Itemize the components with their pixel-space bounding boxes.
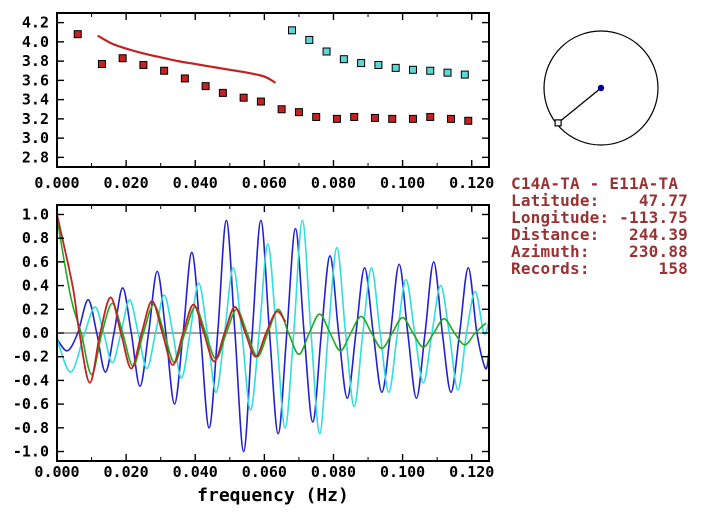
plot-frame [56, 12, 490, 168]
marker-red-dispersion-points [201, 82, 210, 91]
series-red-trace [56, 213, 286, 384]
x-tick-label: 0.000 [34, 174, 79, 192]
y-tick-label: 4.0 [22, 33, 49, 51]
marker-red-dispersion-points [294, 108, 303, 117]
y-tick-label: 3.0 [22, 129, 49, 147]
y-tick-label: 0.6 [22, 253, 49, 271]
marker-red-dispersion-points [312, 112, 321, 121]
series-blue-trace [56, 219, 490, 453]
marker-cyan-dispersion-points [391, 63, 400, 72]
x-tick-label: 0.060 [242, 174, 287, 192]
marker-red-dispersion-points [73, 30, 82, 39]
marker-cyan-dispersion-points [339, 55, 348, 64]
y-tick-label: 0.4 [22, 277, 49, 295]
dial-circle [543, 30, 659, 146]
marker-cyan-dispersion-points [322, 47, 331, 56]
marker-red-dispersion-points [180, 74, 189, 83]
series-cyan-trace [56, 219, 490, 435]
y-tick-label: 3.4 [22, 91, 49, 109]
y-tick-label: 0.8 [22, 229, 49, 247]
x-tick-label: 0.000 [34, 463, 79, 481]
y-tick-label: 0.2 [22, 300, 49, 318]
records-line: Records: 158 [511, 259, 688, 278]
marker-cyan-dispersion-points [460, 70, 469, 79]
marker-red-dispersion-points [118, 54, 127, 63]
marker-red-dispersion-points [408, 114, 417, 123]
marker-cyan-dispersion-points [305, 35, 314, 44]
x-tick-label: 0.060 [242, 463, 287, 481]
x-tick-label: 0.120 [449, 463, 494, 481]
marker-red-dispersion-points [139, 60, 148, 69]
y-tick-label: -0.4 [13, 371, 49, 389]
series-red-reference-curve [97, 35, 276, 84]
x-tick-label: 0.020 [104, 174, 149, 192]
marker-red-dispersion-points [388, 114, 397, 123]
marker-red-dispersion-points [97, 60, 106, 69]
y-tick-label: 1.0 [22, 205, 49, 223]
marker-cyan-dispersion-points [288, 26, 297, 35]
marker-cyan-dispersion-points [357, 59, 366, 68]
y-tick-label: 2.8 [22, 148, 49, 166]
azimuth-line: Azimuth: 230.88 [511, 242, 688, 261]
x-tick-label: 0.080 [311, 463, 356, 481]
distance-line: Distance: 244.39 [511, 225, 688, 244]
station-pair-info: C14A-TA - E11A-TA Latitude: 47.77 Longit… [511, 175, 688, 277]
dial-center-dot [597, 84, 605, 92]
marker-cyan-dispersion-points [408, 65, 417, 74]
x-tick-label: 0.120 [449, 174, 494, 192]
y-tick-label: 0.0 [22, 324, 49, 342]
marker-red-dispersion-points [239, 93, 248, 102]
x-tick-label: 0.040 [173, 463, 218, 481]
y-tick-label: 3.2 [22, 110, 49, 128]
x-tick-label: 0.100 [380, 463, 425, 481]
x-tick-label: 0.020 [104, 463, 149, 481]
marker-red-dispersion-points [370, 113, 379, 122]
x-tick-label: 0.080 [311, 174, 356, 192]
dial-station-marker [554, 119, 562, 127]
y-tick-label: 3.8 [22, 52, 49, 70]
marker-red-dispersion-points [446, 114, 455, 123]
y-tick-label: -0.2 [13, 348, 49, 366]
marker-cyan-dispersion-points [374, 60, 383, 69]
marker-red-dispersion-points [218, 88, 227, 97]
station-pair-title: C14A-TA - E11A-TA [511, 174, 679, 193]
marker-red-dispersion-points [160, 66, 169, 75]
x-axis-label: frequency (Hz) [197, 485, 349, 506]
marker-red-dispersion-points [350, 112, 359, 121]
dispersion-panel: 0.000 0.020 0.040 0.060 0.080 0.100 0.1202.83.… [22, 12, 494, 192]
longitude-line: Longitude: -113.75 [511, 208, 688, 227]
y-tick-label: -1.0 [13, 443, 49, 461]
marker-red-dispersion-points [464, 116, 473, 125]
y-tick-label: 4.2 [22, 14, 49, 32]
azimuth-dial [543, 30, 659, 146]
dial-azimuth-line [557, 87, 602, 124]
marker-red-dispersion-points [426, 112, 435, 121]
y-tick-label: -0.6 [13, 395, 49, 413]
x-tick-label: 0.040 [173, 174, 218, 192]
y-tick-label: -0.8 [13, 419, 49, 437]
marker-red-dispersion-points [256, 97, 265, 106]
marker-cyan-dispersion-points [426, 66, 435, 75]
waveform-panel: 0.000 0.020 0.040 0.060 0.080 0.100 0.120 1.0 0.… [13, 204, 494, 506]
marker-red-dispersion-points [332, 114, 341, 123]
y-tick-label: 3.6 [22, 71, 49, 89]
x-tick-label: 0.100 [380, 174, 425, 192]
marker-red-dispersion-points [277, 105, 286, 114]
latitude-line: Latitude: 47.77 [511, 191, 688, 210]
marker-cyan-dispersion-points [443, 68, 452, 77]
